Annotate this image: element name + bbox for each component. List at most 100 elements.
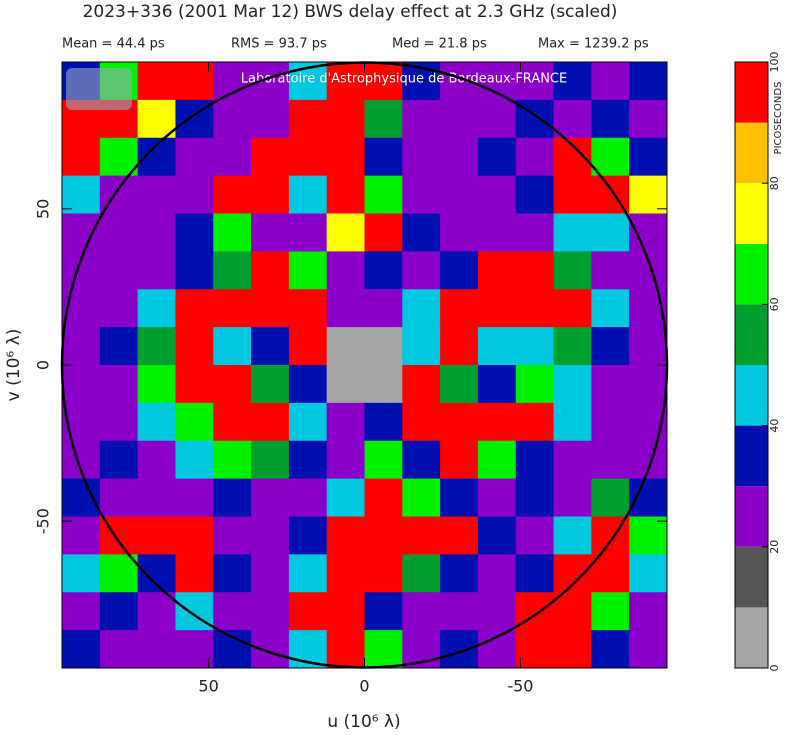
heatmap-cell [326, 592, 365, 631]
heatmap-cell [402, 289, 441, 328]
heatmap-cell [440, 213, 479, 252]
heatmap-cell [364, 175, 403, 214]
colorbar-segment [735, 62, 768, 123]
heatmap-cell [440, 630, 479, 669]
heatmap-cell [553, 630, 592, 669]
heatmap-cell [402, 516, 441, 555]
heatmap-cell [477, 440, 517, 480]
heatmap-cell [99, 554, 139, 593]
heatmap-cell [288, 478, 328, 517]
colorbar-tick-label: 60 [768, 297, 781, 311]
heatmap-cell [477, 402, 517, 442]
heatmap-cell [553, 327, 592, 366]
heatmap-cell [364, 251, 403, 290]
colorbar-tick-label: 20 [768, 540, 781, 554]
heatmap-cell [477, 478, 517, 517]
heatmap-cell [99, 592, 139, 631]
heatmap-cell [175, 327, 214, 366]
heatmap-cell [364, 327, 403, 366]
heatmap-cell [364, 213, 403, 252]
heatmap-cell [288, 592, 328, 631]
heatmap-cell [402, 440, 441, 480]
heatmap-cell [326, 137, 365, 177]
heatmap-cell [288, 554, 328, 593]
heatmap-cell [402, 213, 441, 252]
heatmap-cell [62, 175, 101, 214]
heatmap-cell [213, 175, 252, 214]
heatmap-cell [440, 365, 479, 404]
heatmap-cell [288, 440, 328, 480]
heatmap-cell [137, 365, 176, 404]
heatmap-cell [213, 516, 252, 555]
colorbar-label: PICOSECONDS [773, 82, 784, 155]
heatmap-cell [364, 440, 403, 480]
heatmap-cell [99, 137, 139, 177]
heatmap-cell [477, 213, 517, 252]
heatmap-cell [591, 137, 630, 177]
heatmap-cell [629, 327, 668, 366]
heatmap-cell [99, 251, 139, 290]
heatmap-cell [62, 516, 101, 555]
heatmap-cell [402, 137, 441, 177]
heatmap-cell [288, 251, 328, 290]
logo [66, 68, 132, 110]
heatmap-cell [137, 478, 176, 517]
heatmap-cell [326, 327, 365, 366]
heatmap-cell [62, 630, 101, 669]
heatmap-cell [137, 62, 176, 101]
heatmap-cell [440, 99, 479, 139]
heatmap-cell [251, 516, 290, 555]
heatmap-cell [288, 137, 328, 177]
heatmap-cell [515, 478, 555, 517]
heatmap-cell [326, 251, 365, 290]
heatmap-cell [62, 554, 101, 593]
heatmap-cell [515, 137, 555, 177]
heatmap-cell [591, 251, 630, 290]
heatmap-cell [591, 62, 630, 101]
heatmap-cell [440, 289, 479, 328]
heatmap-cell [440, 251, 479, 290]
heatmap-cell [553, 175, 592, 214]
heatmap-cell [553, 62, 592, 101]
heatmap-cell [175, 289, 214, 328]
heatmap-cell [402, 175, 441, 214]
colorbar-segment [735, 183, 768, 244]
watermark: Laboratoire d'Astrophysique de Bordeaux-… [241, 72, 567, 87]
colorbar-tick-label: 100 [768, 52, 781, 73]
heatmap-cell [553, 251, 592, 290]
heatmap-cell [251, 592, 290, 631]
heatmap-cell [440, 440, 479, 480]
colorbar-segment [735, 486, 768, 547]
colorbar-segment [735, 607, 768, 668]
heatmap-cell [515, 516, 555, 555]
heatmap-cell [213, 592, 252, 631]
colorbar-tick-label: 80 [768, 176, 781, 190]
heatmap-cell [213, 327, 252, 366]
heatmap-cell [553, 440, 592, 480]
heatmap-cell [99, 327, 139, 366]
heatmap-cell [213, 554, 252, 593]
heatmap-cell [251, 554, 290, 593]
heatmap-cell [515, 175, 555, 214]
heatmap-cell [213, 440, 252, 480]
heatmap-cell [591, 592, 630, 631]
heatmap-cell [251, 365, 290, 404]
heatmap-cell [175, 630, 214, 669]
heatmap-cell [364, 62, 403, 101]
heatmap-cell [440, 592, 479, 631]
heatmap-cell [515, 554, 555, 593]
heatmap-cell [364, 554, 403, 593]
heatmap-cell [402, 554, 441, 593]
heatmap-cell [251, 478, 290, 517]
heatmap-cell [515, 440, 555, 480]
heatmap-cell [288, 365, 328, 404]
x-axis-label: u (10⁶ λ) [327, 712, 400, 732]
heatmap-cell [251, 251, 290, 290]
colorbar-frame [734, 61, 769, 669]
heatmap-cell [175, 251, 214, 290]
heatmap-cell [213, 213, 252, 252]
heatmap-cell [364, 478, 403, 517]
heatmap-cell [364, 289, 403, 328]
chart-title: 2023+336 (2001 Mar 12) BWS delay effect … [83, 2, 618, 22]
